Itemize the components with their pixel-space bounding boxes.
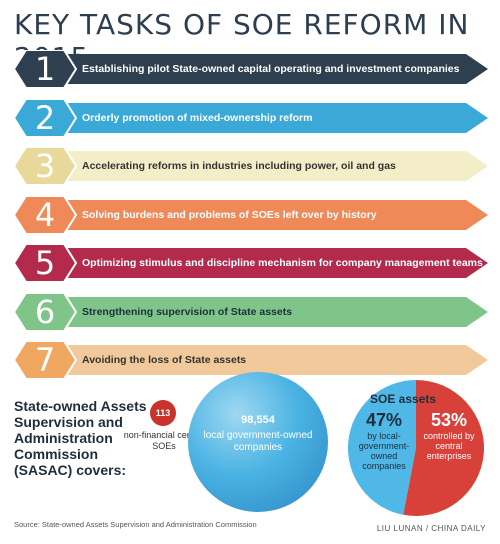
task-arrow <box>14 292 488 331</box>
task-arrow <box>14 195 488 234</box>
sasac-covers-label: State-owned Assets Supervision and Admin… <box>14 398 147 478</box>
task-arrow <box>14 341 488 379</box>
task-label: Avoiding the loss of State assets <box>82 354 247 366</box>
task-number: 4 <box>34 195 56 234</box>
pie-slice-local <box>348 380 416 515</box>
source-note: Source: State-owned Assets Supervision a… <box>14 520 257 529</box>
local-company-count: 98,554 <box>241 414 275 426</box>
task-label: Establishing pilot State-owned capital o… <box>82 63 460 75</box>
local-company-label: local government-owned companies <box>203 430 313 453</box>
task-arrow <box>14 147 488 185</box>
task-arrow-body <box>54 102 488 133</box>
task-arrow-body <box>54 151 488 181</box>
task-row: 6 Strengthening supervision of State asse… <box>14 292 488 331</box>
central-share-label: controlled by central enterprises <box>423 431 475 461</box>
task-number-badge <box>14 50 78 88</box>
task-number: 1 <box>34 50 56 88</box>
task-number: 6 <box>34 292 56 331</box>
task-number-badge <box>14 341 78 379</box>
task-number: 7 <box>34 341 56 379</box>
task-arrow-body <box>54 296 488 327</box>
soe-assets-pie <box>348 380 485 516</box>
task-label: Optimizing stimulus and discipline mecha… <box>82 257 483 269</box>
central-share: 53% controlled by central enterprises <box>412 410 486 461</box>
task-arrow-body <box>54 345 488 375</box>
central-share-pct: 53% <box>430 410 468 430</box>
task-number: 3 <box>34 147 56 185</box>
task-arrow-body <box>54 199 488 230</box>
pie-slice-central <box>403 380 485 516</box>
task-arrow <box>14 98 488 137</box>
task-row: 1 Establishing pilot State-owned capital … <box>14 50 488 88</box>
task-row: 4 Solving burdens and problems of SOEs le… <box>14 195 488 234</box>
task-arrow <box>14 50 488 88</box>
central-soe-count-circle: 113 <box>150 400 176 426</box>
task-row: 2 Orderly promotion of mixed-ownership re… <box>14 98 488 137</box>
soe-assets-title: SOE assets <box>370 392 437 406</box>
credit: LIU LUNAN / CHINA DAILY <box>376 524 486 533</box>
task-number-badge <box>14 292 78 331</box>
task-number-badge <box>14 195 78 234</box>
task-number: 2 <box>34 98 56 137</box>
task-arrow <box>14 244 488 282</box>
task-arrow-body <box>54 248 488 278</box>
local-company-circle: 98,554 local government-owned companies <box>188 372 328 512</box>
task-label: Strengthening supervision of State asset… <box>82 305 293 318</box>
task-label: Orderly promotion of mixed-ownership ref… <box>82 111 313 124</box>
task-arrow-body <box>54 54 488 84</box>
task-number-badge <box>14 244 78 282</box>
task-row: 7 Avoiding the loss of State assets <box>14 341 488 379</box>
task-row: 3 Accelerating reforms in industries incl… <box>14 147 488 185</box>
central-soe-label: non-financial central SOEs <box>123 430 205 451</box>
task-label: Solving burdens and problems of SOEs lef… <box>82 208 377 221</box>
central-soe-count: 113 <box>155 408 171 418</box>
task-number-badge <box>14 98 78 137</box>
local-share-label: by local-government-owned companies <box>358 431 410 471</box>
task-row: 5 Optimizing stimulus and discipline mech… <box>14 244 488 282</box>
task-label: Accelerating reforms in industries inclu… <box>82 160 396 172</box>
task-number: 5 <box>34 244 56 282</box>
task-number-badge <box>14 147 78 185</box>
local-share-pct: 47% <box>365 410 403 430</box>
local-share: 47% by local-government-owned companies <box>356 410 412 471</box>
